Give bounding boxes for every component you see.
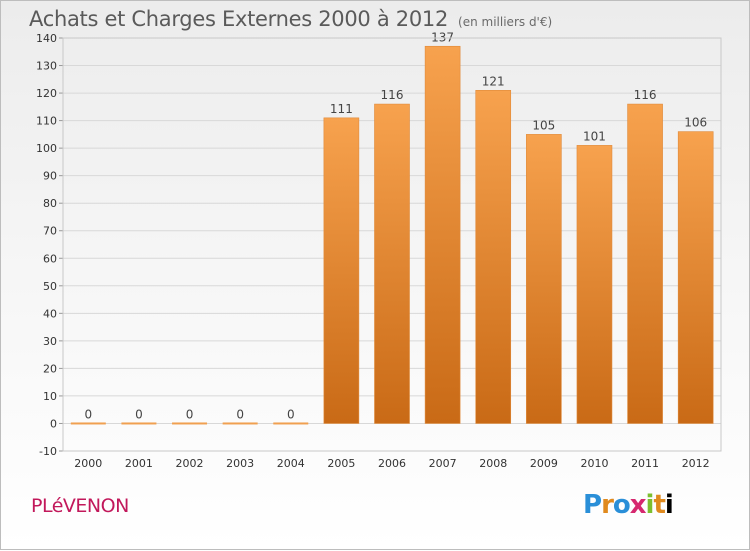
- bar-2003: [222, 422, 258, 425]
- y-tick-label: 90: [43, 170, 57, 183]
- bar-2000: [70, 422, 106, 425]
- bar-2012: [677, 131, 714, 424]
- bar-2002: [172, 422, 208, 425]
- plot-border: [62, 37, 722, 452]
- y-tick-label: 140: [36, 32, 57, 45]
- x-tick-label-2011: 2011: [631, 457, 659, 470]
- y-tick-label: 70: [43, 225, 57, 238]
- bar-2007: [424, 45, 461, 424]
- y-tick-label: 40: [43, 307, 57, 320]
- data-label-2012: 106: [684, 116, 707, 130]
- bar-2009: [526, 134, 562, 424]
- y-tick-labels: -10 0 10 20 30 40 50 60 70 80 90 100 110 120 130 140: [36, 32, 57, 458]
- data-label-2001: 0: [135, 407, 143, 421]
- x-tick-label-2007: 2007: [429, 457, 457, 470]
- commune-name: PLéVENON: [31, 495, 129, 517]
- x-tick-labels: 2000 2001 2002 2003 2004 2005 2006 2007 2008 2009…: [74, 457, 709, 470]
- bar-2010: [576, 145, 613, 424]
- y-tick-label: 20: [43, 362, 57, 375]
- chart-title-text: Achats et Charges Externes 2000 à 2012: [29, 7, 449, 31]
- bar-2005: [323, 117, 360, 424]
- y-tick-label: 100: [36, 142, 57, 155]
- data-label-2005: 111: [330, 102, 353, 116]
- x-tick-label-2003: 2003: [226, 457, 254, 470]
- data-label-2002: 0: [186, 407, 194, 421]
- x-tick-label-2009: 2009: [530, 457, 558, 470]
- data-label-2008: 121: [482, 74, 505, 88]
- x-tick-label-2004: 2004: [277, 457, 305, 470]
- y-tick-label: -10: [39, 445, 57, 458]
- y-tick-label: 50: [43, 280, 57, 293]
- bar-2001: [121, 422, 157, 425]
- bar-2008: [475, 90, 512, 424]
- data-label-2009: 105: [532, 118, 555, 132]
- x-tick-label-2001: 2001: [125, 457, 153, 470]
- y-tick-label: 110: [36, 115, 57, 128]
- chart-subtitle: (en milliers d'€): [458, 15, 553, 29]
- y-tick-label: 0: [50, 417, 57, 430]
- chart-title: Achats et Charges Externes 2000 à 2012 (e…: [29, 7, 552, 31]
- data-label-2004: 0: [287, 407, 295, 421]
- data-label-2000: 0: [84, 407, 92, 421]
- bar-2011: [627, 103, 663, 424]
- x-tick-label-2008: 2008: [479, 457, 507, 470]
- y-tick-label: 80: [43, 197, 57, 210]
- data-label-2007: 137: [431, 30, 454, 44]
- bar-2004: [273, 422, 309, 425]
- bars: [70, 45, 714, 425]
- y-tick-label: 60: [43, 252, 57, 265]
- y-tick-label: 30: [43, 335, 57, 348]
- x-tick-label-2000: 2000: [74, 457, 102, 470]
- y-tick-label: 10: [43, 390, 57, 403]
- x-tick-label-2006: 2006: [378, 457, 406, 470]
- y-tick-label: 120: [36, 87, 57, 100]
- data-labels: 0 0 0 0 0 111 116 137 121 105 101 116 106: [84, 30, 707, 421]
- proxiti-logo: Proxiti: [583, 490, 674, 520]
- data-label-2010: 101: [583, 129, 606, 143]
- bar-2006: [374, 103, 410, 424]
- x-tick-label-2010: 2010: [580, 457, 608, 470]
- data-label-2003: 0: [236, 407, 244, 421]
- y-tick-label: 130: [36, 60, 57, 73]
- x-tick-label-2002: 2002: [176, 457, 204, 470]
- data-label-2011: 116: [634, 88, 657, 102]
- x-tick-label-2012: 2012: [682, 457, 710, 470]
- x-tick-label-2005: 2005: [327, 457, 355, 470]
- data-label-2006: 116: [381, 88, 404, 102]
